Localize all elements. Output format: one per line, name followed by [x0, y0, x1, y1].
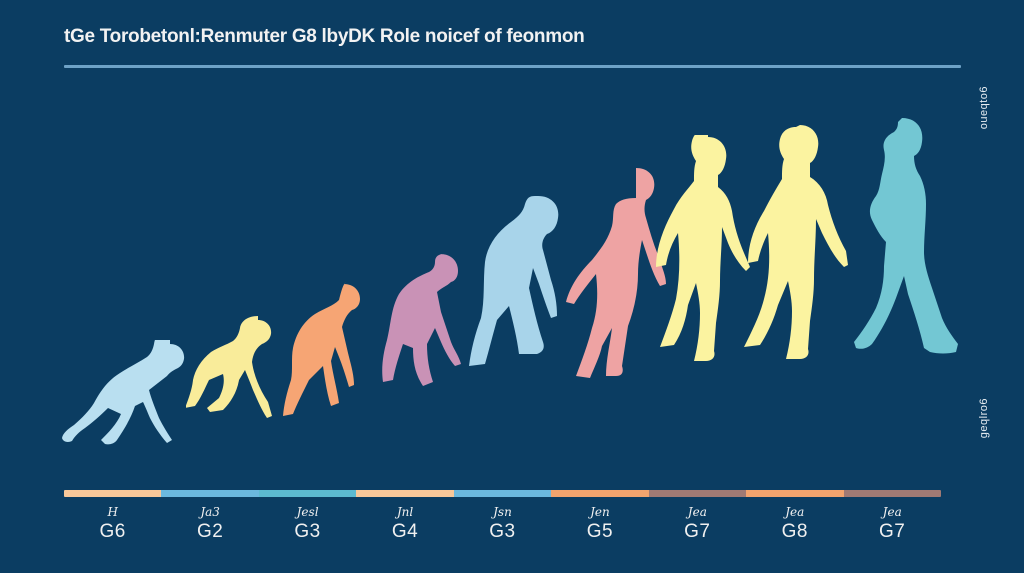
timeline-label-small: Ja3	[200, 505, 220, 519]
timeline-label: Ja3 G2	[161, 504, 258, 543]
figure-stage-9-icon	[854, 118, 958, 354]
page-title: tGe Torobetonl:Renmuter G8 lbyDK Role no…	[64, 26, 585, 47]
timeline-segment	[453, 490, 552, 497]
figure-stage-8-icon	[744, 125, 848, 359]
timeline-label-small: Jnl	[396, 505, 414, 519]
timeline-labels: H G6 Ja3 G2 Jesl G3 Jnl G4 Jsn G3 Jen G5…	[64, 504, 941, 543]
evolution-illustration	[62, 118, 958, 445]
figure-stage-2-icon	[186, 316, 272, 418]
timeline-label-big: G7	[879, 521, 906, 542]
timeline-label-big: G2	[196, 521, 224, 542]
timeline-label-small: Jen	[590, 505, 610, 519]
timeline-label-big: G4	[391, 521, 419, 542]
timeline-segment	[64, 490, 162, 497]
timeline-label: Jnl G4	[356, 504, 453, 543]
timeline-label: Jen G5	[551, 504, 648, 543]
timeline-label: Jsn G3	[454, 504, 551, 543]
timeline-label-big: G6	[99, 521, 126, 542]
figure-stage-5-icon	[469, 196, 559, 366]
timeline-label: H G6	[64, 504, 161, 543]
timeline-label-small: Jea	[785, 505, 805, 519]
timeline-label: Jea G8	[746, 504, 843, 543]
timeline-label-small: Jsn	[493, 505, 512, 519]
timeline-label-big: G3	[489, 521, 516, 542]
timeline-segment	[161, 490, 259, 497]
timeline-segment	[843, 490, 941, 497]
timeline-label-small: Jea	[687, 505, 707, 519]
timeline-label-small: Jea	[882, 505, 902, 519]
timeline-bar	[64, 490, 941, 497]
timeline-label: Jesl G3	[259, 504, 356, 543]
timeline-label-big: G5	[586, 521, 614, 542]
timeline-label-big: G8	[781, 521, 808, 542]
timeline-label: Jea G7	[844, 504, 941, 543]
timeline-segment	[746, 490, 844, 497]
figure-stage-7-icon	[656, 135, 750, 361]
timeline-label-small: H	[107, 505, 118, 519]
figure-stage-4-icon	[382, 254, 461, 386]
timeline-segment	[648, 490, 747, 497]
timeline-label-big: G7	[684, 521, 711, 542]
figure-stage-1-icon	[62, 340, 185, 445]
figure-stage-3-icon	[283, 282, 360, 416]
title-divider	[64, 65, 961, 68]
timeline-segment	[551, 490, 649, 497]
timeline-label-small: Jesl	[296, 505, 319, 519]
timeline-segment	[356, 490, 454, 497]
timeline-segment	[258, 490, 357, 497]
figure-stage-6-icon	[566, 168, 666, 378]
timeline-label-big: G3	[294, 521, 321, 542]
timeline-label: Jea G7	[649, 504, 746, 543]
